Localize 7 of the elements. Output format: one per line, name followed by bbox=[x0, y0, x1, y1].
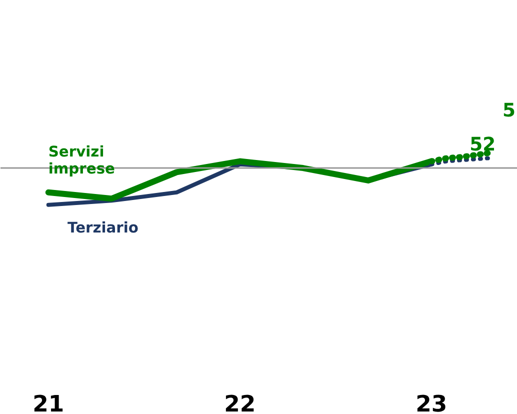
text: 5 bbox=[502, 100, 516, 122]
series-label: Servizi imprese bbox=[48, 143, 116, 178]
x-tick-label: 23 bbox=[416, 392, 448, 414]
x-tick-label: 21 bbox=[32, 392, 64, 414]
annotation: 52 bbox=[470, 134, 496, 156]
series-label: Terziario bbox=[68, 220, 139, 237]
x-tick-label: 22 bbox=[224, 392, 256, 414]
